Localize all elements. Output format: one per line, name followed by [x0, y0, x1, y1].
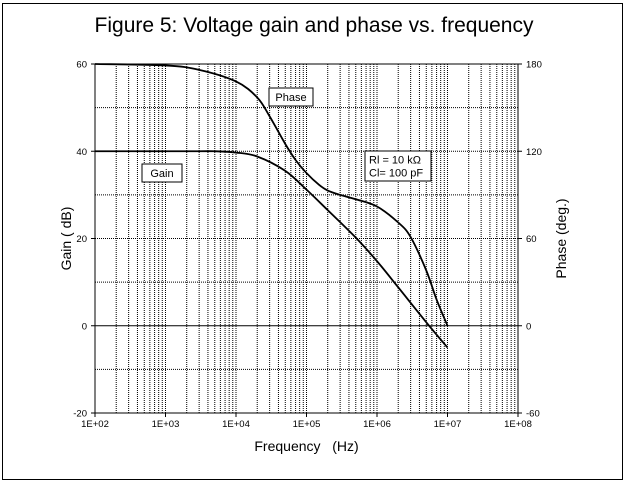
series-line-phase: [94, 63, 449, 327]
x-tick-label: 1E+06: [363, 419, 391, 430]
x-tick-label: 1E+05: [293, 419, 321, 430]
gain-label-text: Gain: [150, 168, 173, 180]
y-axis-title: Gain ( dB): [58, 207, 74, 271]
y2-tick-label: 180: [526, 60, 542, 71]
y-tick-label: 20: [76, 234, 87, 245]
phase-label: Phase: [268, 87, 314, 107]
y2-tick-label: 0: [526, 321, 531, 332]
gain-label: Gain: [141, 163, 183, 183]
y-tick-label: 0: [82, 321, 87, 332]
x-tick-label: 1E+08: [504, 419, 532, 430]
y2-tick-label: 60: [526, 234, 537, 245]
y2-tick-label: -60: [526, 409, 540, 420]
x-tick-label: 1E+02: [81, 419, 109, 430]
x-tick-label: 1E+03: [152, 419, 180, 430]
gain-label-box: [141, 163, 183, 183]
y-tick-label: 60: [76, 60, 87, 71]
load-conditions-label-text: Rl = 10 kΩ: [369, 155, 421, 167]
y-tick-label: 40: [76, 147, 87, 158]
x-tick-label: 1E+04: [222, 419, 250, 430]
x-tick-label: 1E+07: [434, 419, 462, 430]
chart-title: Figure 5: Voltage gain and phase vs. fre…: [94, 14, 534, 37]
y2-tick-label: 120: [526, 147, 542, 158]
grid-lines: [95, 64, 518, 413]
y-tick-label: -20: [73, 409, 87, 420]
y2-axis-title: Phase (deg.): [553, 198, 569, 278]
load-conditions-label-box: [364, 150, 432, 182]
load-conditions-label-text: Cl= 100 pF: [369, 168, 423, 180]
phase-label-text: Phase: [275, 92, 306, 104]
x-axis-title: Frequency (Hz): [254, 438, 358, 454]
phase-label-box: [268, 87, 314, 107]
series-line-gain: [95, 150, 449, 349]
